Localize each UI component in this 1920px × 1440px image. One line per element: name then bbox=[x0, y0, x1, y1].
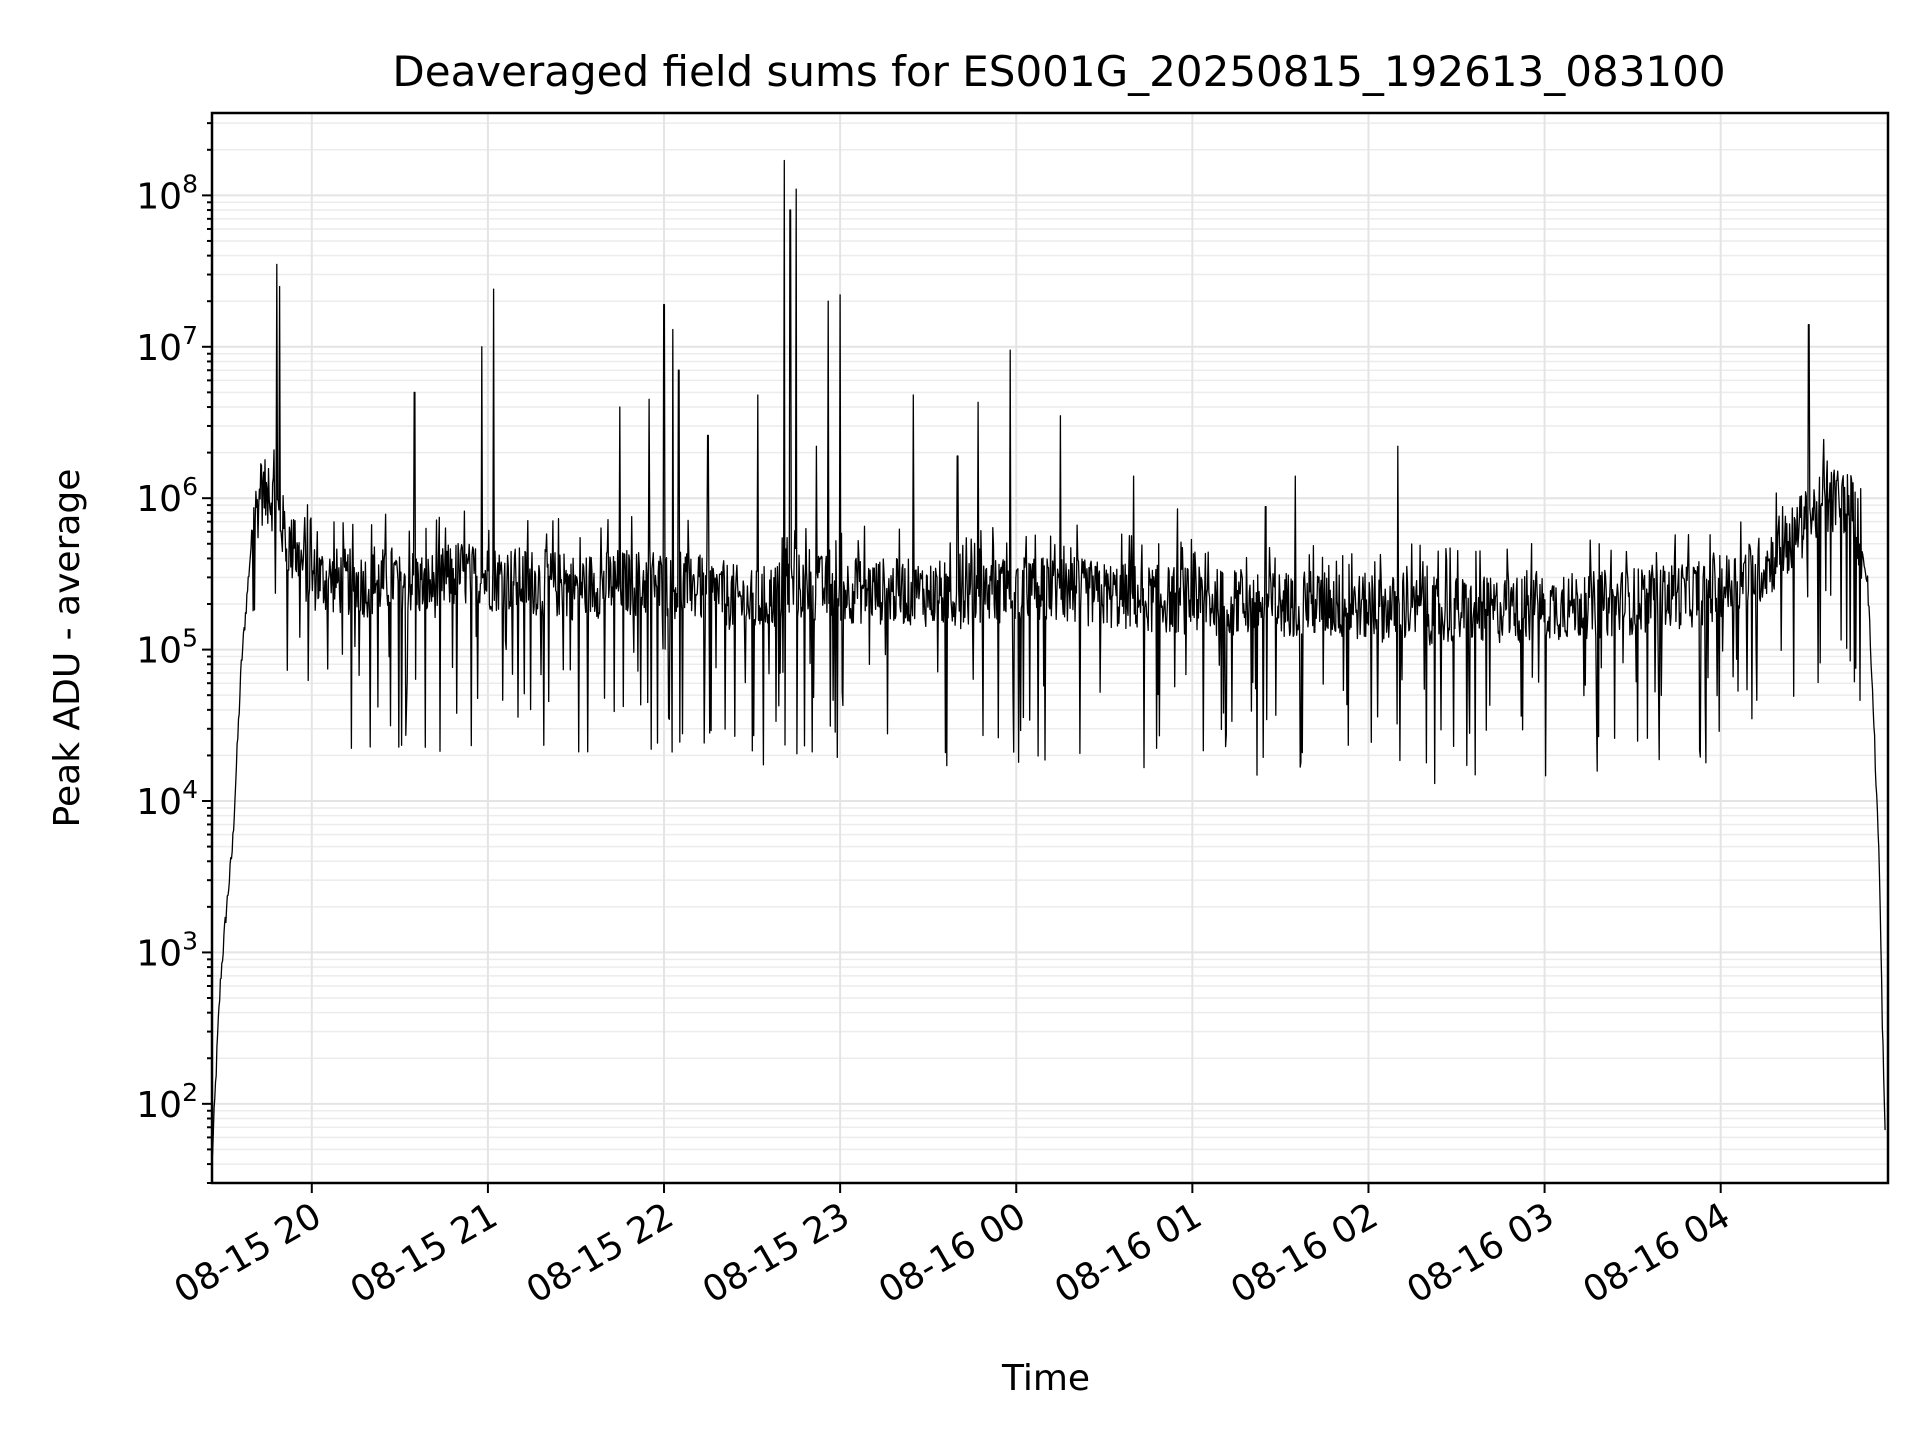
x-tick-label: 08-16 03 bbox=[1400, 1195, 1561, 1311]
series-line bbox=[211, 159, 1886, 1162]
grid bbox=[212, 113, 1888, 1184]
x-tick-label: 08-16 02 bbox=[1224, 1195, 1385, 1311]
y-tick-label: 104 bbox=[136, 775, 198, 823]
x-tick-label: 08-15 23 bbox=[696, 1195, 857, 1311]
x-tick-label: 08-15 20 bbox=[168, 1195, 329, 1311]
x-tick-label: 08-16 00 bbox=[872, 1195, 1033, 1311]
y-axis-label: Peak ADU - average bbox=[47, 469, 88, 828]
x-axis: 08-15 20 08-15 21 08-15 22 08-15 23 08-16 00… bbox=[168, 1183, 1738, 1312]
y-tick-label: 103 bbox=[136, 926, 198, 974]
x-axis-label: Time bbox=[1001, 1358, 1090, 1399]
y-tick-label: 105 bbox=[136, 624, 198, 672]
x-tick-label: 08-16 01 bbox=[1048, 1195, 1209, 1311]
chart-title: Deaveraged field sums for ES001G_2025081… bbox=[392, 47, 1725, 96]
x-tick-label: 08-15 22 bbox=[520, 1195, 681, 1311]
y-tick-label: 107 bbox=[136, 321, 198, 369]
x-tick-label: 08-16 04 bbox=[1577, 1195, 1738, 1311]
y-tick-label: 108 bbox=[136, 169, 198, 217]
y-axis: 102 103 104 105 106 107 108 bbox=[136, 122, 212, 1184]
plot-area bbox=[211, 159, 1886, 1162]
y-tick-label: 102 bbox=[136, 1078, 198, 1126]
x-tick-label: 08-15 21 bbox=[344, 1195, 505, 1311]
y-tick-label: 106 bbox=[136, 472, 198, 520]
plot-frame bbox=[210, 111, 1890, 1185]
